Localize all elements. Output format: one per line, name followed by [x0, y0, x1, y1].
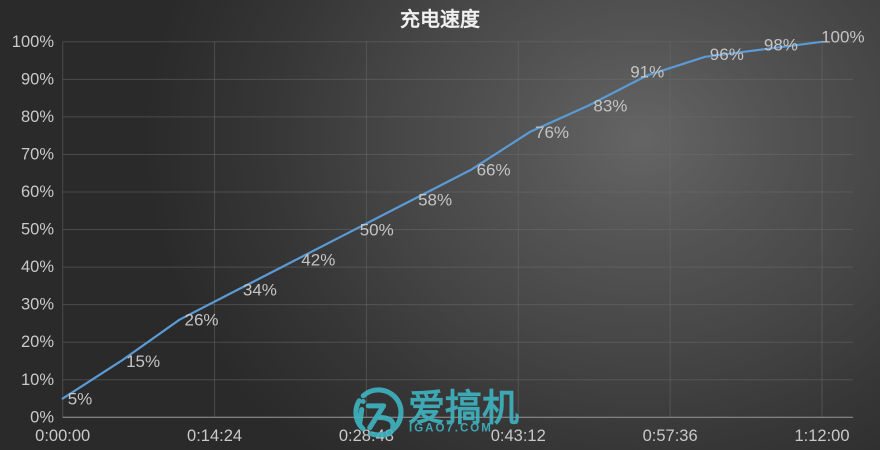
- svg-text:100%: 100%: [12, 33, 55, 51]
- svg-text:96%: 96%: [710, 45, 744, 64]
- svg-text:80%: 80%: [21, 108, 54, 126]
- svg-text:0:57:36: 0:57:36: [643, 427, 698, 445]
- svg-text:0%: 0%: [30, 408, 54, 426]
- svg-text:70%: 70%: [21, 145, 54, 163]
- svg-text:50%: 50%: [360, 221, 394, 240]
- svg-text:1:12:00: 1:12:00: [794, 427, 849, 445]
- svg-text:40%: 40%: [21, 258, 54, 276]
- svg-text:100%: 100%: [821, 28, 864, 47]
- svg-text:91%: 91%: [630, 63, 664, 82]
- svg-text:83%: 83%: [593, 97, 627, 116]
- svg-text:60%: 60%: [21, 183, 54, 201]
- svg-text:42%: 42%: [301, 251, 335, 270]
- svg-text:5%: 5%: [68, 390, 93, 409]
- svg-text:30%: 30%: [21, 296, 54, 314]
- svg-text:10%: 10%: [21, 371, 54, 389]
- svg-text:66%: 66%: [477, 161, 511, 180]
- svg-text:20%: 20%: [21, 333, 54, 351]
- svg-text:0:00:00: 0:00:00: [35, 427, 90, 445]
- svg-text:15%: 15%: [126, 352, 160, 371]
- svg-text:98%: 98%: [764, 36, 798, 55]
- svg-text:34%: 34%: [243, 281, 277, 300]
- svg-text:26%: 26%: [185, 311, 219, 330]
- svg-text:0:43:12: 0:43:12: [491, 427, 546, 445]
- svg-text:0:14:24: 0:14:24: [187, 427, 242, 445]
- svg-text:IGAO7.COM: IGAO7.COM: [409, 423, 493, 435]
- svg-text:76%: 76%: [535, 123, 569, 142]
- svg-text:58%: 58%: [418, 191, 452, 210]
- svg-text:50%: 50%: [21, 221, 54, 239]
- svg-text:90%: 90%: [21, 70, 54, 88]
